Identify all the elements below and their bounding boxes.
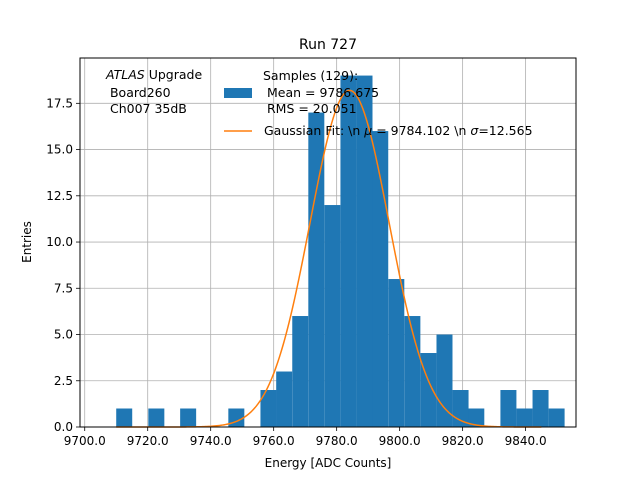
histogram-bar <box>180 408 197 427</box>
legend-samples-mean: Mean = 9786.675 <box>263 85 379 100</box>
x-tick-label: 9820.0 <box>442 434 484 448</box>
histogram-bar <box>324 205 341 427</box>
histogram-bar <box>372 131 389 427</box>
board-label: Board260 <box>106 85 171 100</box>
histogram-bar <box>532 390 549 427</box>
histogram-bar <box>468 408 485 427</box>
annotation-box: ATLAS Upgrade Board260 Ch007 35dB <box>105 67 202 116</box>
y-tick-label: 0.0 <box>54 420 73 434</box>
histogram-bar <box>116 408 133 427</box>
x-tick-label: 9700.0 <box>64 434 106 448</box>
y-axis-ticks: 0.0 2.5 5.0 7.5 10.0 12.5 15.0 17.5 <box>46 96 80 434</box>
x-axis-label: Energy [ADC Counts] <box>265 456 392 470</box>
x-axis-ticks: 9700.0 9720.0 9740.0 9760.0 9780.0 9800.0 9820… <box>64 427 547 448</box>
y-tick-label: 2.5 <box>54 374 73 388</box>
histogram-bar <box>340 75 357 428</box>
chart-title: Run 727 <box>299 37 357 53</box>
legend-fit-label: Gaussian Fit: \n μ = 9784.102 \n σ=12.56… <box>264 123 533 138</box>
atlas-label: ATLAS Upgrade <box>105 67 202 82</box>
y-axis-label: Entries <box>20 221 34 263</box>
histogram-bar <box>388 279 405 427</box>
x-tick-label: 9720.0 <box>127 434 169 448</box>
histogram-bar <box>452 390 469 427</box>
histogram-bar <box>260 390 277 427</box>
y-tick-label: 15.0 <box>46 143 73 157</box>
legend-samples-count: Samples (129): <box>263 68 358 83</box>
y-tick-label: 10.0 <box>46 235 73 249</box>
histogram-bar <box>276 371 293 427</box>
histogram-bar <box>148 408 165 427</box>
plot-frame <box>79 57 577 428</box>
y-tick-label: 17.5 <box>46 96 73 110</box>
histogram-bar <box>516 408 533 427</box>
y-tick-label: 5.0 <box>54 328 73 342</box>
histogram-bar <box>308 112 325 428</box>
y-tick-label: 7.5 <box>54 281 73 295</box>
histogram-bar <box>500 390 517 427</box>
x-tick-label: 9760.0 <box>253 434 295 448</box>
legend-samples-swatch <box>224 88 252 98</box>
channel-label: Ch007 35dB <box>106 101 187 116</box>
histogram-bars <box>116 75 565 428</box>
histogram-bar <box>356 75 373 428</box>
histogram-bar <box>292 316 309 427</box>
y-tick-label: 12.5 <box>46 189 73 203</box>
histogram-bar <box>548 408 565 427</box>
legend-samples-rms: RMS = 20.051 <box>263 101 357 116</box>
x-tick-label: 9740.0 <box>190 434 232 448</box>
x-tick-label: 9840.0 <box>505 434 547 448</box>
x-tick-label: 9800.0 <box>379 434 421 448</box>
x-tick-label: 9780.0 <box>316 434 358 448</box>
legend: Samples (129): Mean = 9786.675 RMS = 20.… <box>224 68 533 138</box>
histogram-bar <box>228 408 245 427</box>
